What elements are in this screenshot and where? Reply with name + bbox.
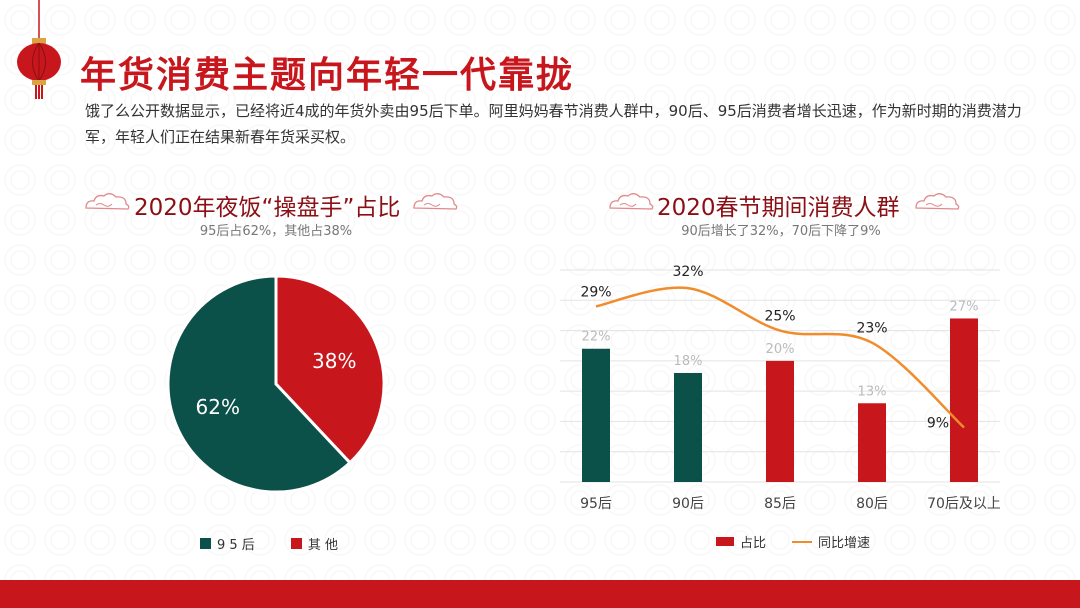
legend-swatch-growth bbox=[792, 540, 813, 543]
bar-legend: 占比 同比增速 bbox=[716, 532, 870, 551]
intro-text: 饿了么公开数据显示，已经将近4成的年货外卖由95后下单。阿里妈妈春节消费人群中，… bbox=[85, 102, 1022, 146]
bar-chart-title: 2020春节期间消费人群 bbox=[657, 195, 900, 221]
bar-chart-subtitle: 90后增长了32%，70后下降了9% bbox=[681, 224, 881, 239]
pie-chart-title: 2020年夜饭“操盘手”占比 bbox=[134, 195, 401, 221]
x-tick-label-2: 85后 bbox=[764, 496, 796, 512]
pie-slice-0 bbox=[166, 274, 353, 494]
page-title: 年货消费主题向年轻一代靠拢 bbox=[80, 54, 575, 96]
legend-label-share: 占比 bbox=[740, 536, 767, 551]
line-label-0: 29% bbox=[580, 284, 611, 300]
legend-label-95: 9 5 后 bbox=[217, 538, 255, 553]
pie-label-1: 38% bbox=[312, 349, 356, 373]
line-label-2: 25% bbox=[764, 309, 795, 325]
bar-3 bbox=[858, 403, 886, 482]
cloud-icon bbox=[915, 193, 960, 210]
growth-line bbox=[595, 286, 965, 429]
pie-chart-subtitle: 95后占62%，其他占38% bbox=[199, 224, 353, 239]
x-tick-label-0: 95后 bbox=[580, 496, 612, 512]
bar-2 bbox=[766, 360, 794, 482]
legend-label-growth: 同比增速 bbox=[818, 536, 871, 551]
cloud-icon bbox=[413, 193, 458, 210]
bar-label-2: 20% bbox=[766, 342, 795, 357]
bar-0 bbox=[582, 348, 610, 482]
bar-4 bbox=[950, 318, 978, 482]
line-label-3: 23% bbox=[856, 321, 887, 337]
bar-line-chart: 22% 18% 20% 13% 27% 95后 90后 85后 80后 70后及以上 29% 32% 2… bbox=[560, 264, 1000, 512]
pie-slice-1 bbox=[274, 274, 386, 465]
x-tick-label-1: 90后 bbox=[672, 496, 704, 512]
legend-swatch-share bbox=[716, 537, 734, 546]
bar-label-1: 18% bbox=[674, 354, 703, 369]
bar-label-4: 27% bbox=[950, 299, 979, 314]
bar-1 bbox=[674, 372, 702, 482]
x-tick-label-3: 80后 bbox=[856, 496, 888, 512]
legend-label-other: 其 他 bbox=[307, 538, 338, 553]
legend-swatch-other bbox=[290, 538, 302, 549]
bottom-bar bbox=[0, 580, 1080, 608]
lantern-icon bbox=[17, 0, 61, 99]
pie-legend: 9 5 后 其 他 bbox=[200, 534, 338, 553]
bar-label-3: 13% bbox=[858, 384, 887, 399]
line-label-4: 9% bbox=[927, 415, 949, 431]
cloud-icon bbox=[85, 193, 130, 210]
line-label-1: 32% bbox=[672, 264, 703, 280]
pie-chart: 38% 62% bbox=[166, 274, 386, 494]
cloud-icon bbox=[609, 193, 654, 210]
legend-swatch-95 bbox=[200, 538, 211, 549]
bar-label-0: 22% bbox=[582, 330, 611, 345]
x-tick-label-4: 70后及以上 bbox=[927, 496, 1000, 512]
pie-label-0: 62% bbox=[196, 395, 240, 419]
